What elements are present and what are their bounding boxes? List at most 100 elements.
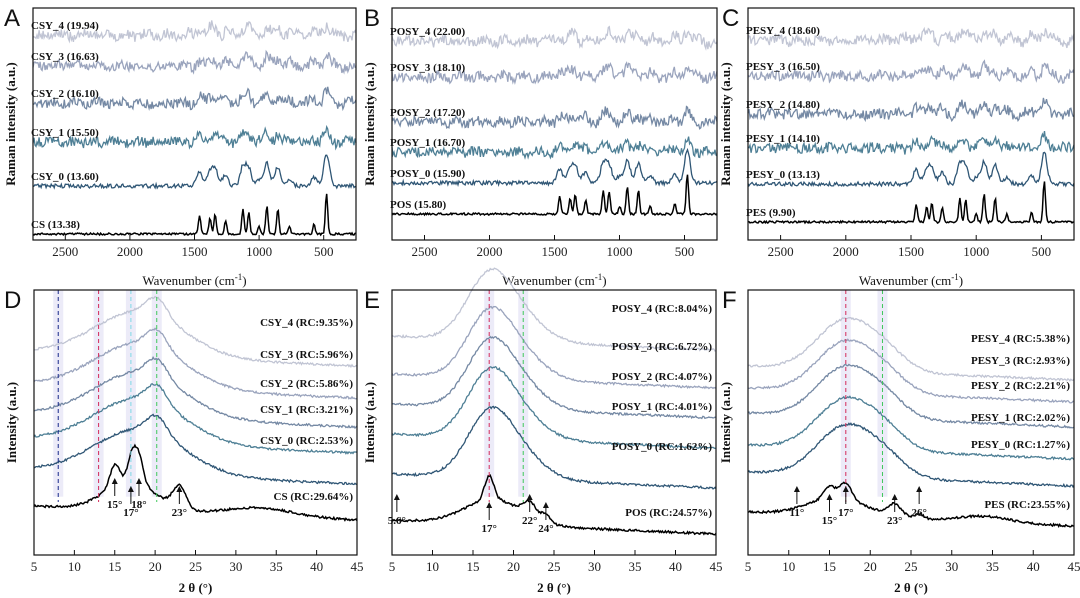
y-axis-label: Intensity (a.u.) xyxy=(4,382,19,463)
panel-d: D CS (RC:29.64%) CSY_0 (RC:2.53%) CSY_1 (RC… xyxy=(4,287,364,595)
x-tick-label: 5 xyxy=(31,559,38,574)
x-tick-label: 10 xyxy=(68,559,81,574)
x-tick-label: 35 xyxy=(629,559,642,574)
series-line xyxy=(747,363,1075,429)
series-line xyxy=(391,25,718,51)
series-label: CSY_1 (15.50) xyxy=(31,127,99,139)
series-label: POSY_1 (RC:4.01%) xyxy=(612,401,713,413)
series-line xyxy=(33,295,358,369)
x-axis-label: 2 θ (°) xyxy=(179,580,213,595)
peak-label: 23° xyxy=(887,515,902,527)
peak-label: 17° xyxy=(123,507,138,519)
x-tick-label: 20 xyxy=(507,559,520,574)
panel-letter-d: D xyxy=(4,287,21,314)
x-axis-label: Wavenumber (cm-1) xyxy=(142,272,246,288)
panel-letter-f: F xyxy=(722,287,737,314)
peak-arrowhead xyxy=(842,486,849,492)
panel-letter-b: B xyxy=(364,5,380,32)
x-tick-label: 5 xyxy=(745,559,752,574)
peak-arrowhead xyxy=(135,478,142,484)
series-label: PESY_3 (RC:2.93%) xyxy=(971,355,1070,367)
peak-label: 11° xyxy=(790,507,805,519)
series-line xyxy=(32,124,357,151)
series-line xyxy=(33,327,358,400)
series-line xyxy=(391,105,718,130)
x-tick-label: 10 xyxy=(426,559,439,574)
x-axis-label-sup: -1 xyxy=(235,272,243,282)
series-line xyxy=(747,26,1075,49)
series-label: CSY_1 (RC:3.21%) xyxy=(260,404,353,416)
x-tick-label: 1000 xyxy=(607,244,633,259)
x-axis-label-main: Wavenumber (cm xyxy=(502,273,594,288)
x-tick-label: 25 xyxy=(905,559,918,574)
peak-arrowhead xyxy=(826,494,833,500)
peak-label: 23° xyxy=(172,507,187,519)
series-line xyxy=(748,181,1075,225)
x-tick-label: 500 xyxy=(675,244,695,259)
series-line xyxy=(747,395,1075,461)
x-tick-label: 2000 xyxy=(117,244,143,259)
series-label: PESY_1 (RC:2.02%) xyxy=(971,412,1070,424)
x-tick-label: 40 xyxy=(1027,559,1040,574)
series-label: PES (RC:23.55%) xyxy=(984,499,1070,511)
ref-band xyxy=(840,290,851,497)
series-line xyxy=(391,61,718,86)
plot-frame xyxy=(32,7,357,241)
series-line xyxy=(747,481,1075,529)
peak-label: 15° xyxy=(107,499,122,511)
x-tick-label: 500 xyxy=(314,244,334,259)
x-axis-label: Wavenumber (cm-1) xyxy=(502,272,606,288)
series-label: POS (15.80) xyxy=(390,199,447,211)
x-axis-label: 2 θ (°) xyxy=(894,580,928,595)
x-tick-label: 2000 xyxy=(833,244,859,259)
x-tick-label: 1000 xyxy=(963,244,989,259)
peak-label: 22° xyxy=(522,515,537,527)
ref-band xyxy=(53,290,64,497)
panel-letter-e: E xyxy=(364,287,380,314)
series-line xyxy=(391,473,717,536)
series-line xyxy=(33,383,358,455)
series-label: PESY_0 (13.13) xyxy=(746,169,820,181)
series-label: CSY_3 (RC:5.96%) xyxy=(260,349,353,361)
panel-f: F PES (RC:23.55%) PESY_0 (RC:1.27%) PESY_1 … xyxy=(718,287,1080,595)
x-tick-label: 10 xyxy=(782,559,795,574)
series-label: POSY_0 (RC:1.62%) xyxy=(612,441,713,453)
x-tick-label: 35 xyxy=(986,559,999,574)
series-line xyxy=(747,59,1075,84)
x-axis-label-sup: -1 xyxy=(595,272,603,282)
x-axis-label-sup: -1 xyxy=(951,272,959,282)
series-label: POSY_1 (16.70) xyxy=(390,137,466,149)
series-label: POS (RC:24.57%) xyxy=(625,507,712,519)
series-label: POSY_4 (RC:8.04%) xyxy=(612,303,713,315)
x-tick-label: 15 xyxy=(467,559,480,574)
peak-label: 17° xyxy=(838,507,853,519)
x-tick-label: 45 xyxy=(710,559,723,574)
x-tick-label: 2500 xyxy=(768,244,794,259)
series-label: PESY_0 (RC:1.27%) xyxy=(971,439,1070,451)
panel-letter-c: C xyxy=(722,5,739,32)
series-line xyxy=(747,97,1075,123)
ref-band xyxy=(484,290,495,497)
series-line xyxy=(747,422,1075,489)
series-line xyxy=(391,405,717,490)
x-tick-label: 1000 xyxy=(246,244,272,259)
series-label: POSY_3 (18.10) xyxy=(390,62,466,74)
x-axis-label-main: Wavenumber (cm xyxy=(142,273,234,288)
peak-arrowhead xyxy=(542,502,549,508)
y-axis-label: Raman intensity (a.u.) xyxy=(3,62,18,186)
series-line xyxy=(32,49,357,75)
peak-arrowhead xyxy=(127,486,134,492)
series-line xyxy=(32,193,357,237)
series-label: PESY_4 (18.60) xyxy=(746,25,820,37)
series-label: POSY_3 (RC:6.72%) xyxy=(612,341,713,353)
series-line xyxy=(33,413,357,486)
series-line xyxy=(32,20,357,44)
series-label: CSY_2 (16.10) xyxy=(31,88,99,100)
peak-label: 5.6° xyxy=(388,515,406,527)
panel-a: A CS (13.38) CSY_0 (13.60) CSY_1 (15.50) CSY… xyxy=(3,5,357,288)
panel-letter-a: A xyxy=(4,5,20,32)
y-axis-label: Raman intensity (a.u.) xyxy=(718,62,733,186)
series-line xyxy=(391,335,717,420)
x-tick-label: 1500 xyxy=(182,244,208,259)
